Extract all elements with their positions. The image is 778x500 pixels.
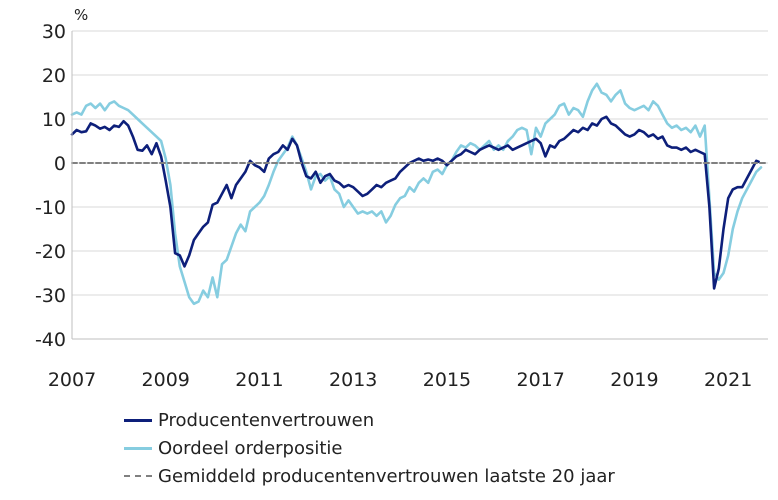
x-tick-label: 2011 — [235, 369, 283, 391]
y-tick-label: -40 — [35, 329, 66, 351]
legend-label: Producentenvertrouwen — [158, 409, 375, 431]
legend-swatch-gemiddeld — [124, 475, 152, 477]
y-tick-label: -30 — [35, 285, 66, 307]
x-tick-label: 2013 — [329, 369, 377, 391]
y-tick-label: 20 — [42, 65, 66, 87]
x-tick-label: 2009 — [142, 369, 190, 391]
y-unit-label: % — [74, 6, 88, 24]
x-tick-label: 2019 — [610, 369, 658, 391]
y-tick-label: 10 — [42, 109, 66, 131]
y-tick-label: 30 — [42, 21, 66, 43]
series-line-producentenvertrouwen — [70, 115, 760, 290]
series-layer — [70, 82, 769, 306]
x-tick-label: 2021 — [704, 369, 752, 391]
x-tick-label: 2007 — [48, 369, 96, 391]
legend-item-producentenvertrouwen: Producentenvertrouwen — [124, 406, 615, 434]
legend-label: Gemiddeld producentenvertrouwen laatste … — [158, 465, 615, 487]
legend-item-oordeel-orderpositie: Oordeel orderpositie — [124, 434, 615, 462]
y-tick-label: -10 — [35, 197, 66, 219]
grid-lines — [72, 30, 768, 340]
x-tick-label: 2015 — [423, 369, 471, 391]
legend: Producentenvertrouwen Oordeel orderposit… — [124, 406, 615, 490]
y-tick-label: -20 — [35, 241, 66, 263]
legend-swatch-producentenvertrouwen — [124, 418, 152, 422]
axes: 30 20 10 0 -10 -20 -30 -40 2007 2009 2011 2013 2015 2… — [35, 21, 768, 391]
x-tick-label: 2017 — [517, 369, 565, 391]
line-chart: 30 20 10 0 -10 -20 -30 -40 2007 2009 2011 2013 2015 2… — [35, 6, 769, 391]
y-tick-label: 0 — [54, 153, 66, 175]
legend-swatch-oordeel-orderpositie — [124, 446, 152, 450]
legend-label: Oordeel orderpositie — [158, 437, 343, 459]
legend-item-gemiddeld: Gemiddeld producentenvertrouwen laatste … — [124, 462, 615, 490]
series-line-oordeel — [70, 82, 763, 306]
